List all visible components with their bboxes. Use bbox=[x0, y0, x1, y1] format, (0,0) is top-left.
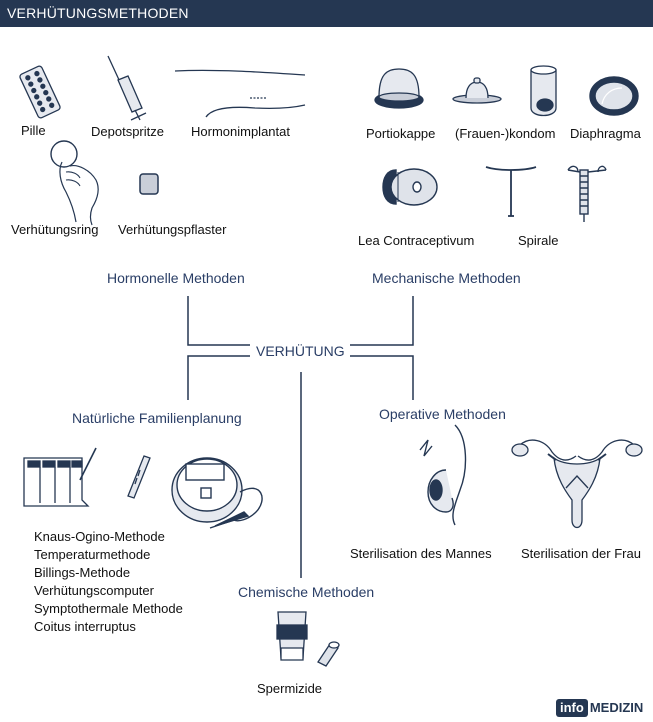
label-diaphragma: Diaphragma bbox=[570, 126, 641, 141]
page-title: VERHÜTUNGSMETHODEN bbox=[7, 5, 189, 21]
label-hormonimplantat: Hormonimplantat bbox=[191, 124, 290, 139]
label-verhuetungspflaster: Verhütungspflaster bbox=[118, 222, 227, 237]
label-spirale: Spirale bbox=[518, 233, 559, 248]
label-spermizide: Spermizide bbox=[257, 681, 323, 696]
label-sterilisation-mann: Sterilisation des Mannes bbox=[350, 546, 492, 561]
pill-pack-icon bbox=[19, 65, 61, 119]
brand-logo: info MEDIZIN bbox=[556, 697, 643, 718]
coil-iud-icon bbox=[567, 165, 607, 222]
label-pille: Pille bbox=[21, 123, 46, 138]
label-kondom: (Frauen-)kondom bbox=[455, 126, 556, 141]
header-banner: VERHÜTUNGSMETHODEN bbox=[0, 0, 653, 27]
label-verhuetungsring: Verhütungsring bbox=[11, 222, 99, 237]
connector-operative bbox=[350, 355, 414, 400]
label-portiokappe: Portiokappe bbox=[366, 126, 436, 141]
patch-icon bbox=[139, 173, 159, 195]
vaginal-ring-icon bbox=[50, 140, 99, 226]
male-sterilisation-icon bbox=[419, 424, 467, 526]
condom-icon bbox=[452, 77, 502, 104]
logo-medizin-text: MEDIZIN bbox=[589, 700, 644, 715]
arm-implant-icon bbox=[174, 69, 306, 118]
label-sterilisation-frau: Sterilisation der Frau bbox=[521, 546, 641, 561]
female-sterilisation-icon bbox=[511, 439, 643, 529]
category-natural: Natürliche Familienplanung bbox=[72, 410, 242, 426]
thermometer-icon bbox=[127, 455, 151, 499]
label-depotspritze: Depotspritze bbox=[91, 124, 164, 139]
natural-methods-list: Knaus-Ogino-Methode Temperaturmethode Bi… bbox=[34, 528, 183, 636]
cervical-cap-icon bbox=[374, 68, 424, 109]
list-item: Billings-Methode bbox=[34, 565, 131, 580]
connector-hormonal bbox=[187, 296, 250, 346]
list-item: Temperaturmethode bbox=[34, 547, 151, 562]
diaphragm-icon bbox=[589, 76, 639, 116]
list-item: Symptothermale Methode bbox=[34, 601, 183, 616]
spermicide-icon bbox=[276, 611, 340, 667]
connector-mechanical bbox=[350, 296, 414, 346]
list-item: Knaus-Ogino-Methode bbox=[34, 529, 165, 544]
category-operative: Operative Methoden bbox=[379, 406, 506, 422]
list-item: Verhütungscomputer bbox=[34, 583, 154, 598]
female-condom-icon bbox=[530, 65, 557, 117]
category-mechanical: Mechanische Methoden bbox=[372, 270, 521, 286]
lea-contraceptivum-icon bbox=[382, 168, 438, 206]
list-item: Coitus interruptus bbox=[34, 619, 136, 634]
center-label: VERHÜTUNG bbox=[256, 343, 345, 359]
category-chemical: Chemische Methoden bbox=[238, 584, 375, 600]
iud-icon bbox=[485, 166, 537, 217]
calendar-icon bbox=[23, 447, 97, 507]
fertility-computer-icon bbox=[171, 457, 263, 529]
syringe-icon bbox=[107, 55, 147, 121]
category-hormonal: Hormonelle Methoden bbox=[107, 270, 245, 286]
connector-natural bbox=[187, 355, 250, 400]
label-lea-contraceptivum: Lea Contraceptivum bbox=[358, 233, 475, 248]
logo-info-text: info bbox=[556, 698, 588, 717]
